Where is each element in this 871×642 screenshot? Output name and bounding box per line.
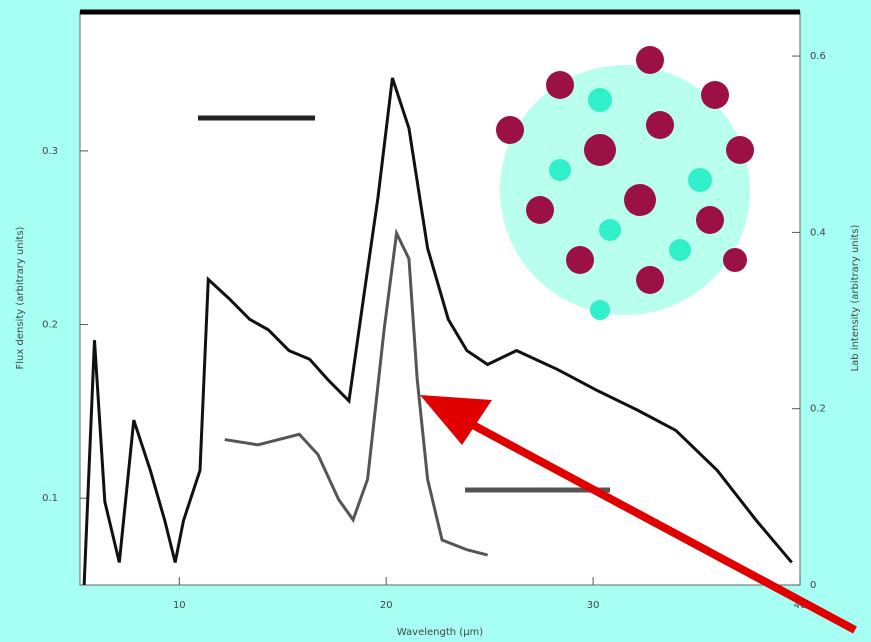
y-tick-label: 0.2 — [42, 320, 58, 331]
atom — [726, 136, 754, 164]
atom — [496, 116, 524, 144]
atom — [599, 219, 621, 241]
atom — [723, 248, 747, 272]
atom — [590, 300, 610, 320]
y2-tick-label: 0.6 — [810, 51, 826, 62]
chart: 102030400.10.20.300.20.40.6 Wavelength (… — [0, 0, 871, 642]
atom — [636, 46, 664, 74]
atom — [526, 196, 554, 224]
y2-axis-label: Lab intensity (arbitrary units) — [850, 224, 861, 371]
atom — [636, 266, 664, 294]
x-tick-label: 20 — [380, 600, 393, 611]
atom — [588, 88, 612, 112]
page: {"chart_data": {"type": "line", "x_label… — [0, 0, 871, 642]
y-axis-label: Flux density (arbitrary units) — [15, 226, 26, 369]
x-tick-label: 10 — [173, 600, 186, 611]
y2-tick-label: 0 — [810, 580, 816, 591]
x-tick-label: 30 — [587, 600, 600, 611]
atom — [696, 206, 724, 234]
atom — [646, 111, 674, 139]
atom — [624, 184, 656, 216]
atom — [701, 81, 729, 109]
atom — [584, 134, 616, 166]
atom — [566, 246, 594, 274]
y2-tick-label: 0.4 — [810, 227, 826, 238]
y-tick-label: 0.1 — [42, 493, 58, 504]
atom — [546, 71, 574, 99]
x-axis-label: Wavelength (μm) — [397, 627, 484, 638]
atom — [669, 239, 691, 261]
y2-tick-label: 0.2 — [810, 404, 826, 415]
atom — [688, 168, 712, 192]
y-tick-label: 0.3 — [42, 146, 58, 157]
atom — [549, 159, 571, 181]
